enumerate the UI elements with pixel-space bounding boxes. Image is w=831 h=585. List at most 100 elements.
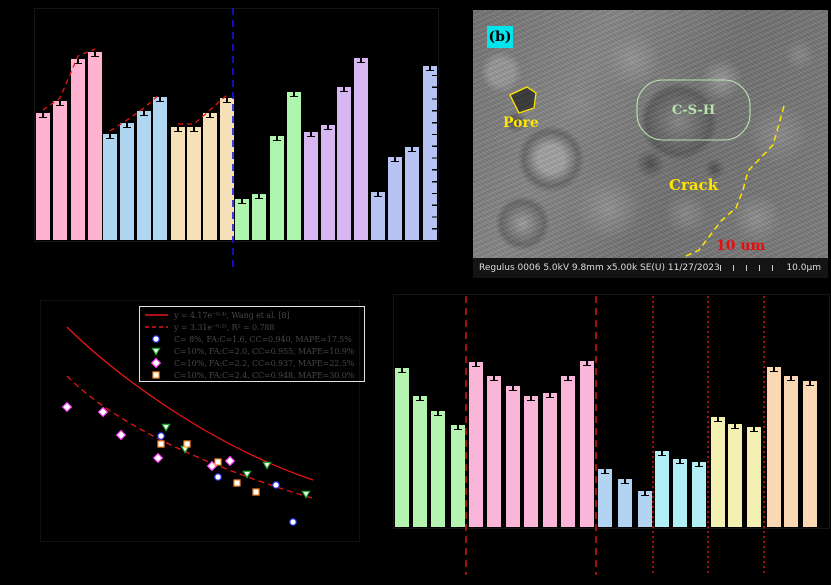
error-bar [357,53,365,63]
right-axis-ticks [432,63,437,241]
legend-label: y = 4.17e⁻⁰·⁴ᵗ, Wang et al. [8] [174,310,290,320]
legend-item: C=10%, FA:C=2.2, CC=0.937, MAPE=22.5% [144,357,364,369]
error-bar [340,82,348,92]
bar [337,87,351,240]
bar [728,424,742,527]
bar [321,125,335,240]
error-bar [398,363,406,373]
error-bar [273,131,281,141]
error-bar [324,120,332,130]
bar [354,58,368,240]
bar [304,132,318,240]
error-bar [472,357,480,367]
bar [711,417,725,527]
legend-item: y = 4.17e⁻⁰·⁴ᵗ, Wang et al. [8] [144,309,364,321]
error-bar [490,371,498,381]
legend-symbol-circle [152,335,160,343]
scale-annotation-label: 10 um [716,238,766,254]
bar [103,134,117,240]
bar [543,393,557,527]
bar [618,479,632,527]
bar [580,361,594,527]
legend-symbol-line-solid [145,314,168,316]
bar [598,469,612,527]
bar [561,376,575,527]
sem-micrograph-panel: (b) Pore C-S-H Crack 10 um Regulus 0006 … [473,10,828,278]
bar [784,376,798,527]
legend-label: C=10%, FA:C=2.2, CC=0.937, MAPE=22.5% [174,358,355,368]
bar [487,376,501,527]
legend-item: y = 3.31e⁻⁰·²ᵗ, R² = 0.788 [144,321,364,333]
error-bar [564,371,572,381]
legend-item: C=10%, FA:C=2.0, CC=0.955, MAPE=10.9% [144,345,364,357]
error-bar [527,391,535,401]
error-bar [770,362,778,372]
bar [692,462,706,527]
sem-scale-value: 10.0µm [786,263,821,273]
error-bar [426,61,434,71]
bar [371,192,385,240]
error-bar [39,108,47,118]
panel-label-b: (b) [487,26,513,48]
bar [88,52,102,240]
legend-symbol-diamond [150,358,162,368]
error-bar [601,464,609,474]
error-bar [621,474,629,484]
legend-label: y = 3.31e⁻⁰·²ᵗ, R² = 0.788 [174,322,275,332]
legend-label: C= 8%, FA:C=1.6, CC=0.940, MAPE=17.5% [174,334,352,344]
legend-label: C=10%, FA:C=2.0, CC=0.955, MAPE=10.9% [174,346,355,356]
error-bar [206,108,214,118]
error-bar [583,356,591,366]
error-bar [106,129,114,139]
bar [803,381,817,527]
error-bar [416,391,424,401]
error-bar [750,422,758,432]
bar [235,199,249,240]
bar [171,127,185,240]
bar [137,111,151,240]
error-bar [695,457,703,467]
bar [388,157,402,240]
legend-symbol-line-dashed [145,326,168,328]
legend-item: C=10%, FA:C=2.4, CC=0.948, MAPE=30.0% [144,369,364,381]
error-bar [74,54,82,64]
bar [747,427,761,527]
error-bar [238,194,246,204]
bar [655,451,669,527]
bar [469,362,483,527]
legend-item: C= 8%, FA:C=1.6, CC=0.940, MAPE=17.5% [144,333,364,345]
legend: y = 4.17e⁻⁰·⁴ᵗ, Wang et al. [8] y = 3.31e… [139,306,365,382]
error-bar [641,486,649,496]
pore-label: Pore [503,115,539,131]
error-bar [658,446,666,456]
error-bar [223,93,231,103]
error-bar [91,47,99,57]
legend-symbol-triangle-down [151,347,161,356]
bar [36,113,50,240]
bar [153,97,167,240]
bar [395,368,409,527]
bar [287,92,301,240]
csh-label: C-S-H [671,102,716,118]
error-bar [434,406,442,416]
bar [53,101,67,240]
bar [120,123,134,240]
error-bar [255,189,263,199]
plot-frame [393,294,830,529]
bar [405,147,419,240]
error-bar [546,388,554,398]
error-bar [307,127,315,137]
crack-label: Crack [669,176,719,194]
bar [71,59,85,240]
error-bar [374,187,382,197]
error-bar [731,419,739,429]
sem-metadata-text: Regulus 0006 5.0kV 9.8mm x5.00k SE(U) 11… [479,263,720,273]
bar [187,127,201,240]
error-bar [156,92,164,102]
error-bar [787,371,795,381]
plot-frame [40,300,360,542]
legend-label: C=10%, FA:C=2.4, CC=0.948, MAPE=30.0% [174,370,355,380]
bar [220,98,234,240]
